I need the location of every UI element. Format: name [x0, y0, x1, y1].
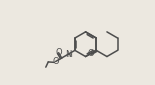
- Text: N: N: [65, 50, 72, 59]
- Text: O: O: [88, 49, 94, 58]
- Text: O: O: [52, 57, 59, 66]
- Text: H: H: [68, 53, 73, 58]
- Text: O: O: [55, 48, 62, 57]
